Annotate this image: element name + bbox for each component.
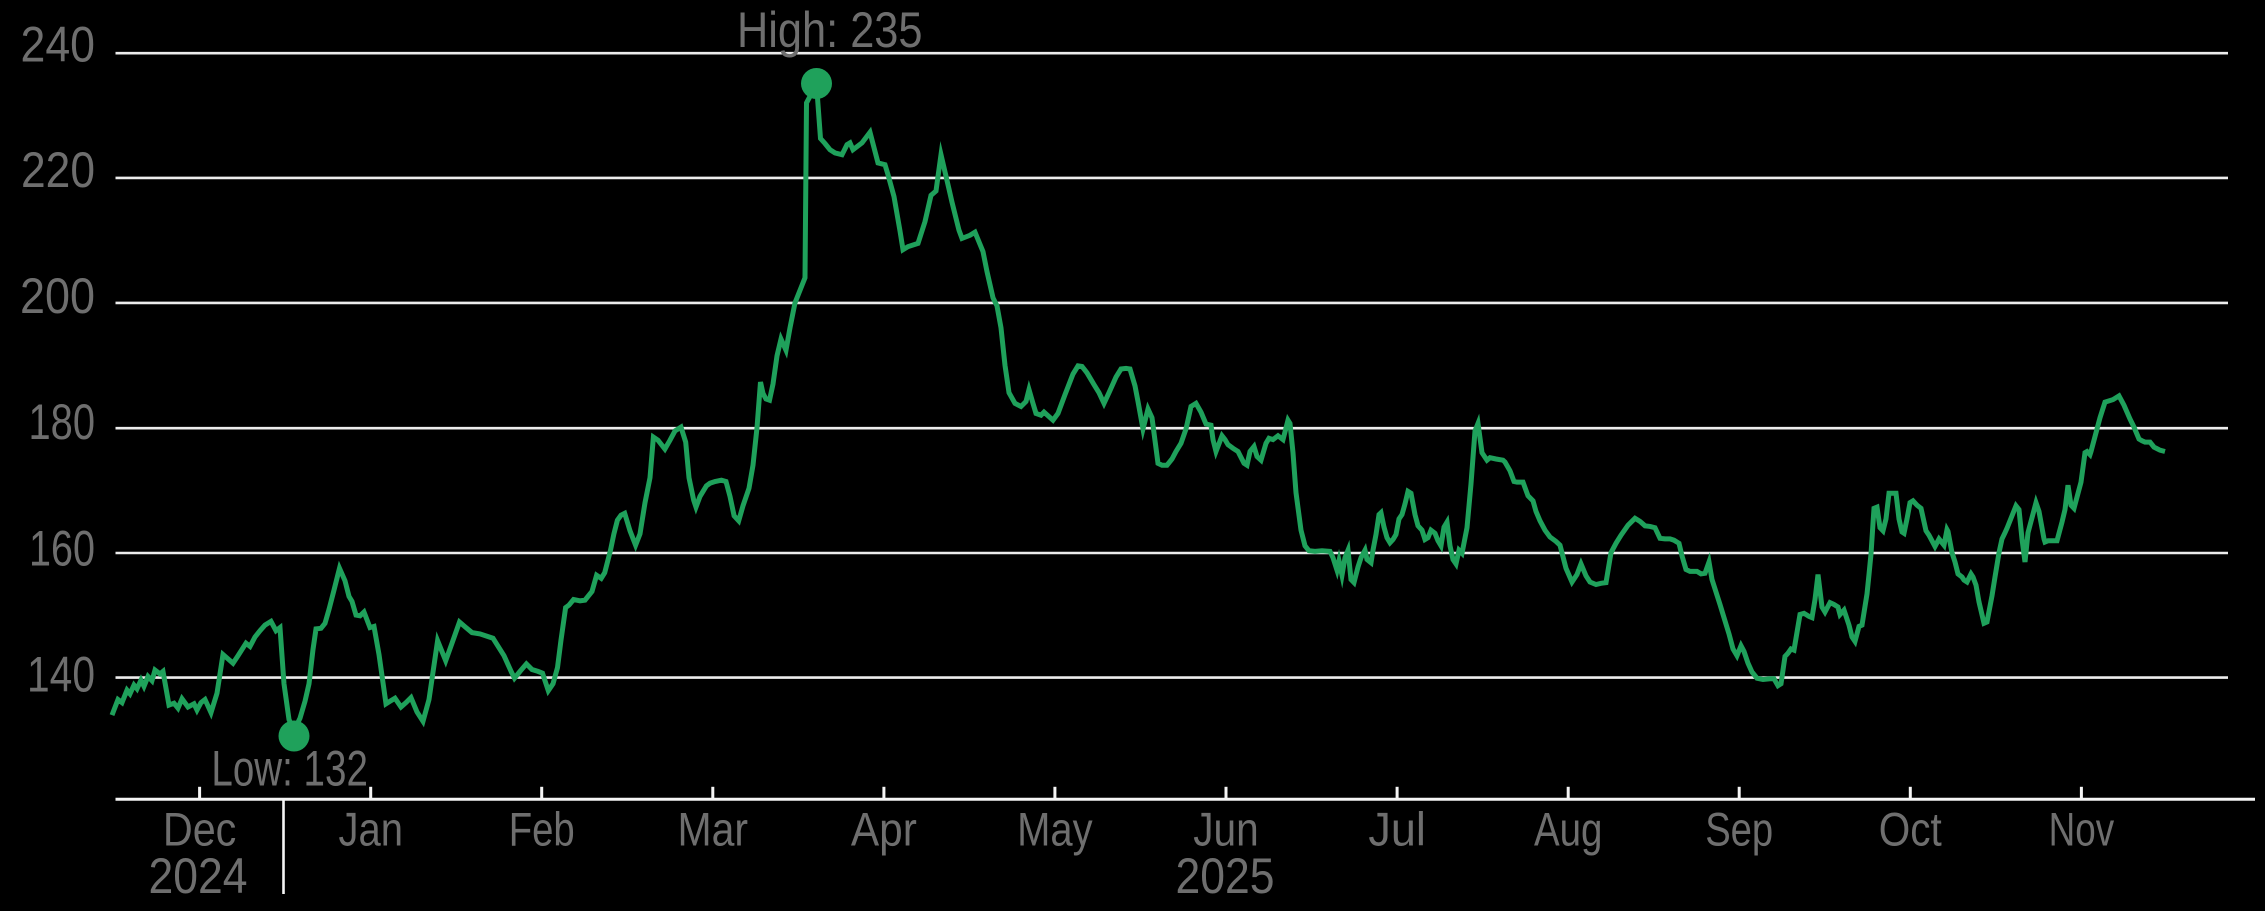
svg-text:Jan: Jan (338, 802, 403, 855)
svg-text:May: May (1017, 802, 1093, 855)
svg-text:Mar: Mar (678, 802, 749, 855)
svg-text:2024: 2024 (149, 848, 248, 904)
svg-text:Nov: Nov (2049, 802, 2115, 855)
svg-text:Oct: Oct (1879, 802, 1942, 855)
svg-text:Sep: Sep (1705, 802, 1773, 855)
svg-text:Aug: Aug (1534, 802, 1603, 855)
svg-text:2025: 2025 (1176, 848, 1275, 904)
svg-text:Jul: Jul (1368, 802, 1426, 855)
svg-text:Jun: Jun (1193, 802, 1259, 855)
svg-text:220: 220 (21, 142, 95, 198)
svg-text:240: 240 (21, 17, 96, 73)
svg-text:200: 200 (20, 268, 95, 324)
svg-text:160: 160 (29, 520, 95, 576)
svg-text:180: 180 (29, 394, 96, 450)
svg-text:High: 235: High: 235 (737, 2, 923, 58)
svg-text:Feb: Feb (509, 802, 575, 855)
svg-text:Dec: Dec (163, 802, 237, 855)
svg-text:Low: 132: Low: 132 (211, 741, 368, 797)
svg-text:140: 140 (27, 646, 95, 702)
svg-text:Apr: Apr (851, 802, 917, 855)
